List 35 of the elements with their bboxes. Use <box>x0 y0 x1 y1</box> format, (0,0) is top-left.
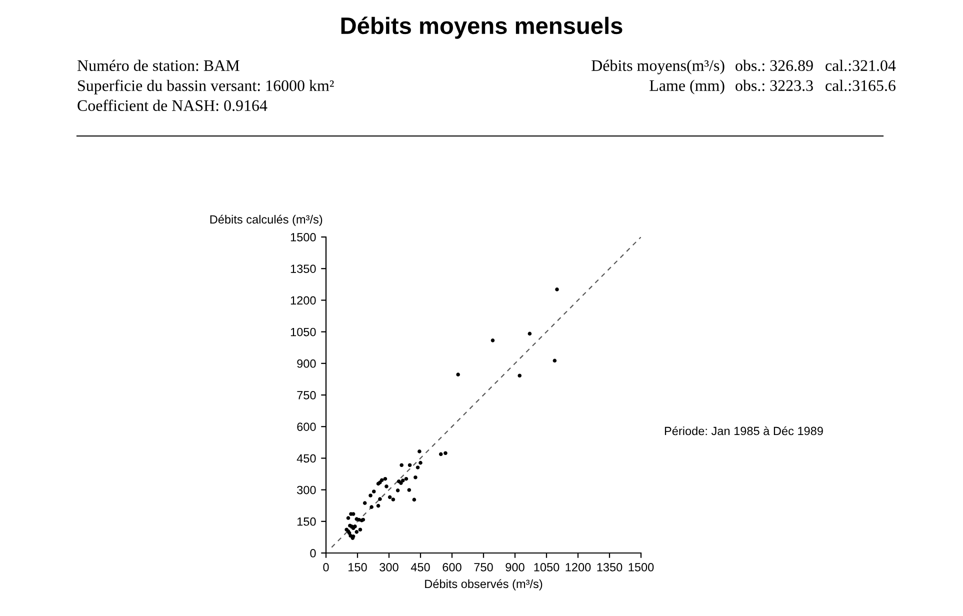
text: Période: Jan 1985 à Déc 1989 <box>664 426 823 436</box>
y-tick-label: 900 <box>297 359 316 368</box>
y-tick-label: 450 <box>296 454 316 463</box>
text: Lame (mm) <box>650 80 724 94</box>
y-tick-label: 150 <box>297 517 316 526</box>
y-axis-title: Débits calculés (m³/s) <box>210 214 322 226</box>
text: obs.: 3223.3 <box>736 80 813 92</box>
x-tick-label: 1500 <box>628 563 654 572</box>
y-tick-label: 600 <box>297 422 316 431</box>
x-tick-label: 300 <box>380 563 398 572</box>
x-tick-label: 1050 <box>534 563 560 572</box>
text: Débits moyens(m³/s) <box>592 60 724 74</box>
text: cal.:321.04 <box>826 60 896 72</box>
y-tick-label: 1200 <box>290 296 316 305</box>
text: obs.: 326.89 <box>736 60 813 72</box>
x-tick-label: 750 <box>474 563 493 572</box>
x-tick-label: 0 <box>323 563 329 572</box>
x-tick-label: 1350 <box>597 563 622 572</box>
x-tick-label: 1200 <box>566 563 591 572</box>
text: Coefficient de NASH: 0.9164 <box>78 100 268 112</box>
x-tick-label: 450 <box>410 563 430 572</box>
x-tick-label: 150 <box>348 563 367 572</box>
text: cal.:3165.6 <box>826 80 896 92</box>
x-tick-label: 900 <box>506 563 524 572</box>
x-axis-title: Débits observés (m³/s) <box>425 579 542 590</box>
y-tick-label: 750 <box>297 391 316 400</box>
y-tick-label: 300 <box>297 486 316 494</box>
text: Numéro de station: BAM <box>77 60 240 72</box>
text: Superficie du bassin versant: 16000 km² <box>78 80 334 94</box>
y-tick-label: 1500 <box>290 233 316 242</box>
y-tick-label: 0 <box>310 549 316 558</box>
y-tick-label: 1350 <box>290 264 316 273</box>
x-tick-label: 600 <box>442 563 462 572</box>
y-tick-label: 1050 <box>290 328 316 336</box>
chart-title: Débits moyens mensuels <box>341 16 622 39</box>
